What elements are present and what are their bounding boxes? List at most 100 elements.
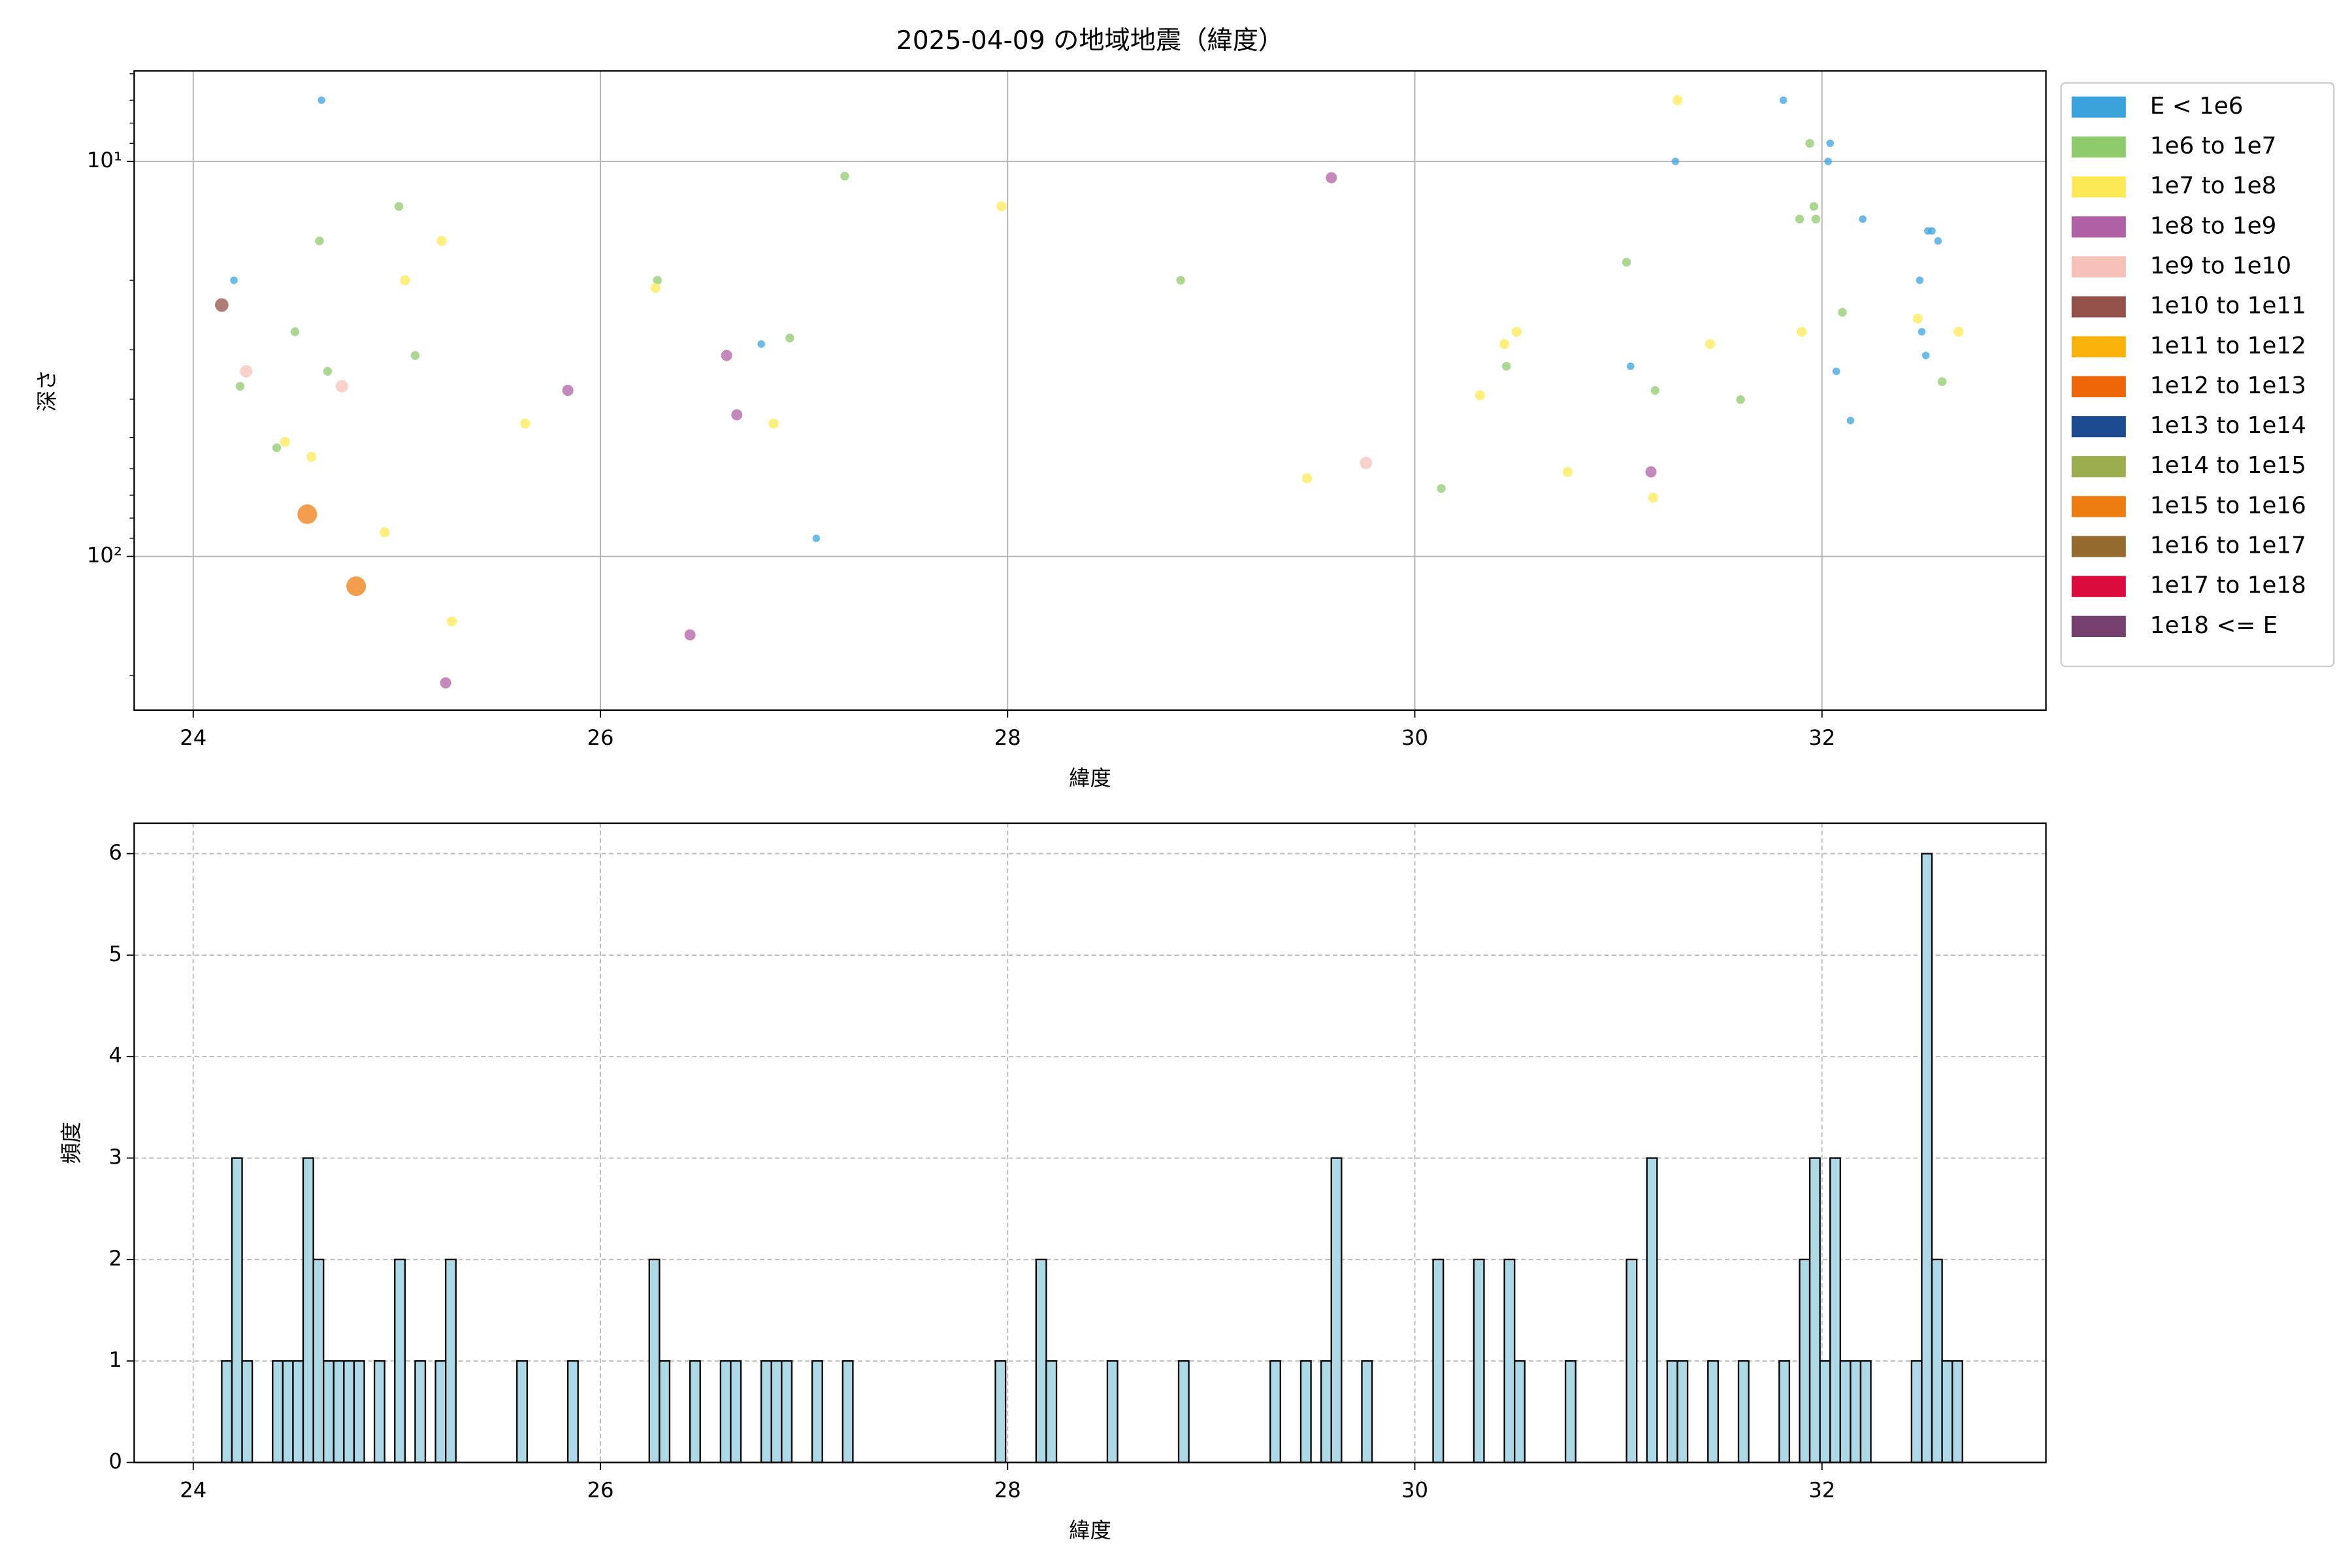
point (1671, 157, 1680, 165)
legend-label: 1e11 to 1e12 (2150, 333, 2306, 359)
bar (241, 1360, 253, 1463)
bar (1269, 1360, 1281, 1463)
legend-label: 1e16 to 1e17 (2150, 532, 2306, 559)
bar (1177, 1360, 1190, 1463)
point (1838, 308, 1847, 317)
point (1796, 327, 1807, 337)
bar (1330, 1157, 1343, 1463)
bar (1514, 1360, 1526, 1463)
point (346, 576, 367, 596)
point (1928, 227, 1936, 235)
legend-label: 1e6 to 1e7 (2150, 133, 2277, 159)
y-tick-label: 2 (108, 1246, 122, 1271)
legend-swatch (2071, 536, 2126, 557)
y-axis-label: 深さ (35, 369, 59, 412)
legend-swatch (2071, 96, 2126, 118)
bar (1676, 1360, 1689, 1463)
bar (841, 1360, 854, 1463)
point (1809, 202, 1818, 211)
bar (373, 1360, 385, 1463)
point (1779, 96, 1788, 105)
bar (689, 1360, 701, 1463)
bar (323, 1360, 335, 1463)
bar (1737, 1360, 1750, 1463)
point (840, 171, 849, 181)
y-tick-label: 10¹ (87, 148, 122, 172)
point (240, 365, 253, 378)
bar (302, 1157, 314, 1463)
y-tick-label: 0 (108, 1448, 122, 1473)
point (520, 418, 531, 429)
point (306, 451, 317, 462)
point (1916, 276, 1924, 284)
point (721, 350, 732, 361)
bar (1808, 1157, 1821, 1463)
point (400, 275, 410, 286)
legend-label: 1e13 to 1e14 (2150, 412, 2306, 439)
x-tick-label: 30 (1401, 1477, 1428, 1502)
point (768, 418, 779, 429)
bar (1799, 1258, 1811, 1463)
legend-swatch (2071, 136, 2126, 158)
y-tick-label: 10² (87, 543, 122, 568)
point (1846, 416, 1855, 425)
bar (343, 1360, 355, 1463)
point (1805, 139, 1814, 148)
bar (1952, 1360, 1963, 1463)
point (684, 629, 696, 641)
bar (1931, 1258, 1943, 1463)
point (1912, 313, 1923, 324)
point (653, 276, 662, 285)
x-tick-label: 24 (180, 1477, 206, 1502)
legend-swatch (2071, 336, 2126, 357)
legend-swatch (2071, 376, 2126, 398)
point (1705, 338, 1715, 350)
point (214, 298, 229, 312)
bar (282, 1360, 294, 1463)
legend-swatch (2071, 176, 2126, 198)
bar (770, 1360, 783, 1463)
point (1360, 457, 1373, 470)
bar (1941, 1360, 1953, 1463)
point (1795, 214, 1805, 224)
x-tick-label: 30 (1401, 725, 1428, 750)
point (812, 534, 821, 542)
bar (730, 1360, 742, 1463)
bar (719, 1360, 732, 1463)
legend-label: 1e12 to 1e13 (2150, 372, 2306, 399)
point (1475, 390, 1485, 400)
bar (1910, 1360, 1923, 1463)
bar (434, 1360, 447, 1463)
bar (811, 1360, 823, 1463)
bar (312, 1258, 325, 1463)
point (1953, 327, 1964, 337)
bar (1564, 1360, 1576, 1463)
legend-swatch (2071, 416, 2126, 438)
plot-frame (133, 822, 2047, 1463)
y-tick-label: 6 (108, 840, 122, 865)
point (272, 443, 282, 453)
bar (994, 1360, 1007, 1463)
bar (1829, 1157, 1841, 1463)
point (230, 276, 238, 284)
legend-swatch (2071, 615, 2126, 637)
bar (566, 1360, 579, 1463)
point (650, 282, 661, 293)
bar (1503, 1258, 1516, 1463)
y-tick-label: 5 (108, 941, 122, 966)
point (1648, 493, 1658, 503)
x-tick-label: 32 (1808, 725, 1835, 750)
legend-swatch (2071, 296, 2126, 318)
legend-label: 1e14 to 1e15 (2150, 452, 2306, 479)
point (1824, 157, 1832, 165)
plot-frame (133, 70, 2047, 711)
x-axis-label: 緯度 (1069, 766, 1111, 791)
y-tick-label: 3 (108, 1145, 122, 1169)
legend-swatch (2071, 496, 2126, 517)
point (446, 616, 457, 627)
legend-swatch (2071, 256, 2126, 278)
point (1650, 385, 1659, 395)
bar (1432, 1258, 1445, 1463)
bar (1859, 1360, 1872, 1463)
